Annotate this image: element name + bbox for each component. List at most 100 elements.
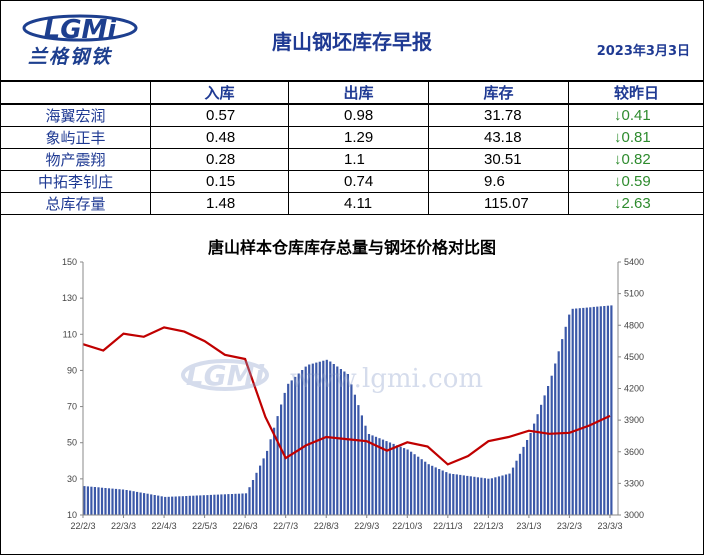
inventory-bar [350,384,353,515]
inventory-bar [153,495,156,515]
inventory-bar [273,427,276,515]
inventory-bar [150,494,153,515]
price-line-path [82,326,611,466]
inventory-bar [582,307,585,515]
table-row: 物产震翔 0.28 1.1 30.51 ↓0.82 [0,148,704,171]
inventory-bar [441,470,444,515]
inventory-bar [234,493,237,515]
right-tick-label: 3900 [624,415,644,425]
inventory-bar [160,496,163,515]
inventory-bar [167,496,170,515]
x-tick-label: 22/4/3 [152,521,177,531]
inventory-bar [343,371,346,515]
inventory-bar [533,423,536,515]
x-tick-label: 22/7/3 [273,521,298,531]
change-value: ↓0.82 [568,148,704,171]
inventory-bar [111,488,114,515]
lgmi-watermark-icon: LGMi www.lgmi.com [181,359,483,394]
inventory-bar [171,496,174,515]
right-tick-label: 3600 [624,447,644,457]
inventory-bar [494,477,497,515]
stock-value: 30.51 [428,148,569,171]
inventory-bar [554,363,557,515]
inventory-bar [223,494,226,515]
inventory-bar [364,425,367,515]
inventory-bar [290,380,293,515]
inventory-bar [561,339,564,515]
inventory-bar [125,490,128,515]
left-tick-label: 10 [67,510,77,520]
inbound-value: 1.48 [150,192,289,215]
inventory-bar [276,416,279,515]
inventory-bar [308,364,311,515]
warehouse-name: 海翼宏润 [0,103,151,127]
inventory-bar [195,495,198,515]
inventory-bar [455,474,458,515]
change-value: ↓0.41 [568,103,704,127]
inventory-bar [199,495,202,515]
inventory-bar [575,308,578,515]
inventory-bar [136,491,139,515]
inventory-bar [536,414,539,515]
inventory-bar [406,449,409,515]
inventory-bar [241,493,244,515]
inventory-bar [543,395,546,515]
inventory-bar [188,495,191,515]
inventory-bar [104,488,107,515]
inventory-bar [216,494,219,515]
warehouse-name: 象屿正丰 [0,126,151,149]
inventory-bar [452,474,455,515]
inventory-bar [336,366,339,515]
inventory-bar [86,486,89,515]
inventory-bar [410,451,413,515]
left-tick-label: 110 [63,329,77,339]
inventory-bar [266,450,269,515]
inventory-bar [202,495,205,515]
inventory-bar [592,306,595,515]
inventory-bar [399,446,402,515]
left-tick-label: 30 [67,474,77,484]
column-header [0,81,151,105]
inventory-bar [269,439,272,515]
inventory-bar [251,480,255,515]
outbound-value: 0.74 [288,170,429,193]
inventory-bar [589,307,592,515]
table-row: 象屿正丰 0.48 1.29 43.18 ↓0.81 [0,126,704,149]
inventory-bar [518,453,522,515]
inventory-bar [388,442,392,515]
right-tick-label: 4800 [624,320,644,330]
inventory-bar [501,475,504,515]
lgmi-logo-icon: LGMi [22,14,138,45]
inventory-bar [445,472,448,515]
inventory-bar [417,456,420,515]
inventory-bar [132,491,135,515]
table-row: 中拓李钊庄 0.15 0.74 9.6 ↓0.59 [0,170,704,193]
inventory-bar [487,478,490,515]
x-tick-label: 23/2/3 [557,521,582,531]
left-tick-label: 90 [67,365,77,375]
x-tick-label: 22/9/3 [354,521,379,531]
watermark-url: www.lgmi.com [290,364,483,394]
inventory-bar [571,308,574,515]
inventory-bar [209,494,212,515]
stock-value: 31.78 [428,103,569,127]
inventory-bar [578,308,581,515]
x-tick-label: 22/12/3 [473,521,503,531]
inbound-value: 0.28 [150,148,289,171]
inventory-bar [568,314,571,515]
report-date: 2023年3月3日 [596,44,690,59]
inventory-bar [459,474,462,515]
inventory-bar [297,373,300,515]
inventory-bar [181,496,184,515]
x-tick-label: 22/6/3 [233,521,258,531]
column-header: 入库 [150,81,289,105]
inventory-bar [371,435,374,515]
inventory-bar [374,436,378,515]
inventory-bar [262,458,265,515]
inventory-bar [396,445,399,515]
inventory-bar [403,448,406,515]
column-header: 较昨日 [568,81,704,105]
inventory-bar [469,476,472,515]
outbound-value: 4.11 [288,192,429,215]
inventory-table: 入库 出库 库存 较昨日 海翼宏润 0.57 0.98 31.78 ↓0.41 … [0,81,704,215]
